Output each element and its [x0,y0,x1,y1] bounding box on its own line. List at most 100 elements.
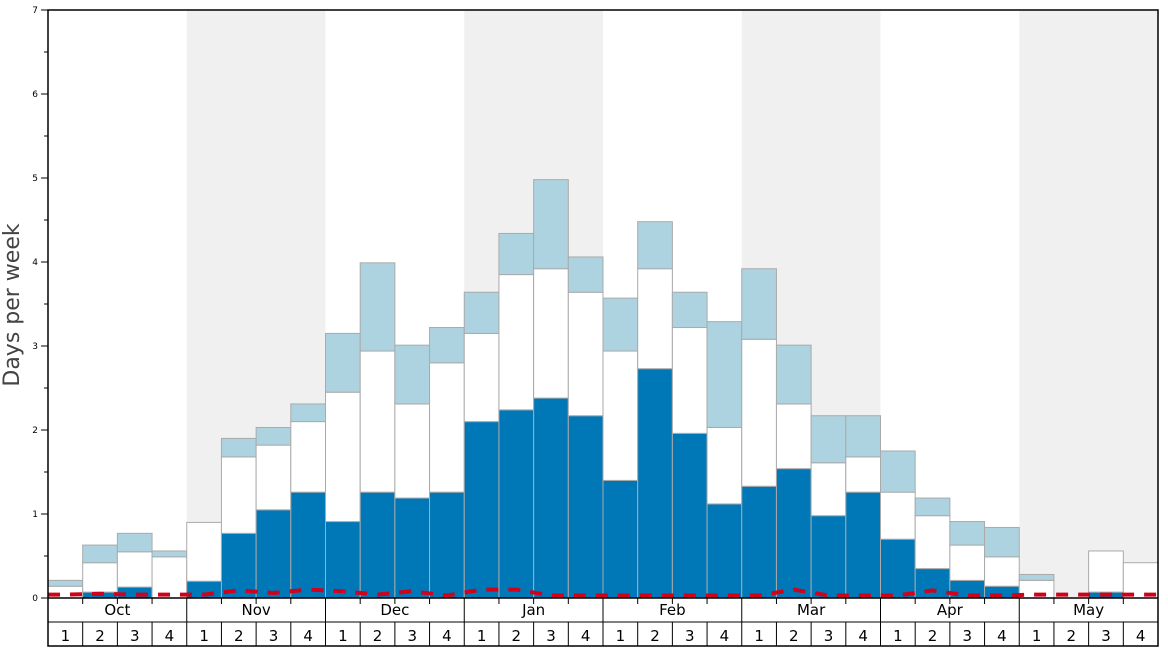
month-label: Oct [104,601,130,619]
bar-segment-light [1018,573,1055,581]
bar-segment-dark [637,368,673,599]
y-tick-label: 7 [32,6,38,16]
bar-segment-dark [880,538,916,599]
month-label: May [1073,601,1104,619]
bar-segment-light [637,221,673,270]
bar-segment-light [116,532,153,553]
bar-segment-dark [394,497,431,599]
month-label: Dec [380,601,409,619]
bar-segment-middle [775,403,812,470]
bar-segment-middle [186,521,222,582]
bar-segment-middle [429,362,465,493]
y-tick-label: 6 [32,90,38,100]
week-label: 2 [1067,627,1077,645]
bar-segment-dark [567,415,604,599]
bar-segment-middle [1088,550,1124,593]
bar-segment-light [775,344,812,405]
bar-segment-light [914,497,951,517]
week-label: 2 [234,627,244,645]
bar-segment-middle [637,268,673,370]
y-tick-label: 0 [32,594,38,604]
week-label: 1 [477,627,487,645]
week-label: 4 [720,627,730,645]
axes: 0 1 2 3 4 5 6 7 Oct Nov Dec Jan Feb Mar Apr May 1 2 3 4 1 2 3 4… [32,6,1159,647]
bar-segment-light [845,415,881,458]
bar-segment-dark [533,397,569,599]
week-label: 2 [928,627,938,645]
bar-segment-middle [567,291,604,417]
bar-segment-middle [810,462,847,517]
bar-segment-light [706,321,743,428]
y-tick-label: 4 [32,258,38,268]
bar-segment-dark [741,485,777,599]
bar-segment-middle [880,491,916,540]
bar-segment-light [533,179,569,270]
bar-segment-middle [151,556,188,599]
month-label: Feb [659,601,686,619]
bar-segment-middle [325,391,361,523]
y-axis-label: Days per week [0,223,25,386]
bar-segment-light [82,544,118,564]
bar-segment-light [220,437,257,458]
y-tick-label: 5 [32,174,38,184]
bar-segment-light [290,403,326,423]
bar-segment-dark [602,479,639,599]
bar-segment-dark [498,409,535,599]
bar-segment-dark [429,491,465,599]
bar-segment-middle [255,444,292,511]
bar-segment-middle [290,421,326,493]
week-label: 3 [1101,627,1111,645]
bar-segment-light [151,550,188,558]
week-label: 1 [616,627,626,645]
bar-segment-dark [325,521,361,599]
week-label: 4 [442,627,452,645]
bar-segment-dark [220,532,257,599]
week-label: 3 [269,627,279,645]
bar-segment-light [359,262,396,352]
week-label: 1 [199,627,209,645]
bar-segment-middle [533,268,569,399]
bar-segment-dark [463,421,500,599]
month-label: Jan [521,601,545,619]
bar-segment-middle [359,350,396,493]
bar-segment-light [429,327,465,364]
month-label: Mar [797,601,826,619]
bar-segment-dark [845,491,881,599]
bar-segment-light [984,526,1020,558]
week-label: 2 [373,627,383,645]
bar-segment-middle [116,551,153,588]
bar-segment-dark [775,468,812,599]
bar-segment-middle [845,456,881,493]
week-label: 2 [512,627,522,645]
week-label: 1 [1032,627,1042,645]
week-label: 3 [962,627,972,645]
bar-segment-dark [810,515,847,599]
bar-segment-light [602,297,639,352]
week-label: 1 [893,627,903,645]
week-label: 3 [546,627,556,645]
bar-segment-dark [671,432,708,599]
bar-segment-dark [914,568,951,599]
week-label: 1 [61,627,71,645]
week-label: 4 [997,627,1007,645]
week-label: 4 [303,627,313,645]
week-label: 4 [165,627,175,645]
month-label: Nov [241,601,270,619]
bar-segment-dark [359,491,396,599]
bar-segment-light [463,291,500,334]
bar-segment-light [949,521,986,546]
bar-segment-middle [220,456,257,534]
week-label: 4 [858,627,868,645]
bar-segment-light [255,426,292,446]
bar-segment-middle [914,515,951,570]
bar-segment-middle [741,338,777,487]
bar-segment-light [325,332,361,393]
bar-segment-light [880,450,916,493]
bar-segment-middle [984,556,1020,587]
bar-segment-middle [463,332,500,423]
bar-segment-light [567,256,604,293]
bar-segment-light [810,415,847,464]
week-label: 1 [338,627,348,645]
y-tick-label: 3 [32,342,38,352]
